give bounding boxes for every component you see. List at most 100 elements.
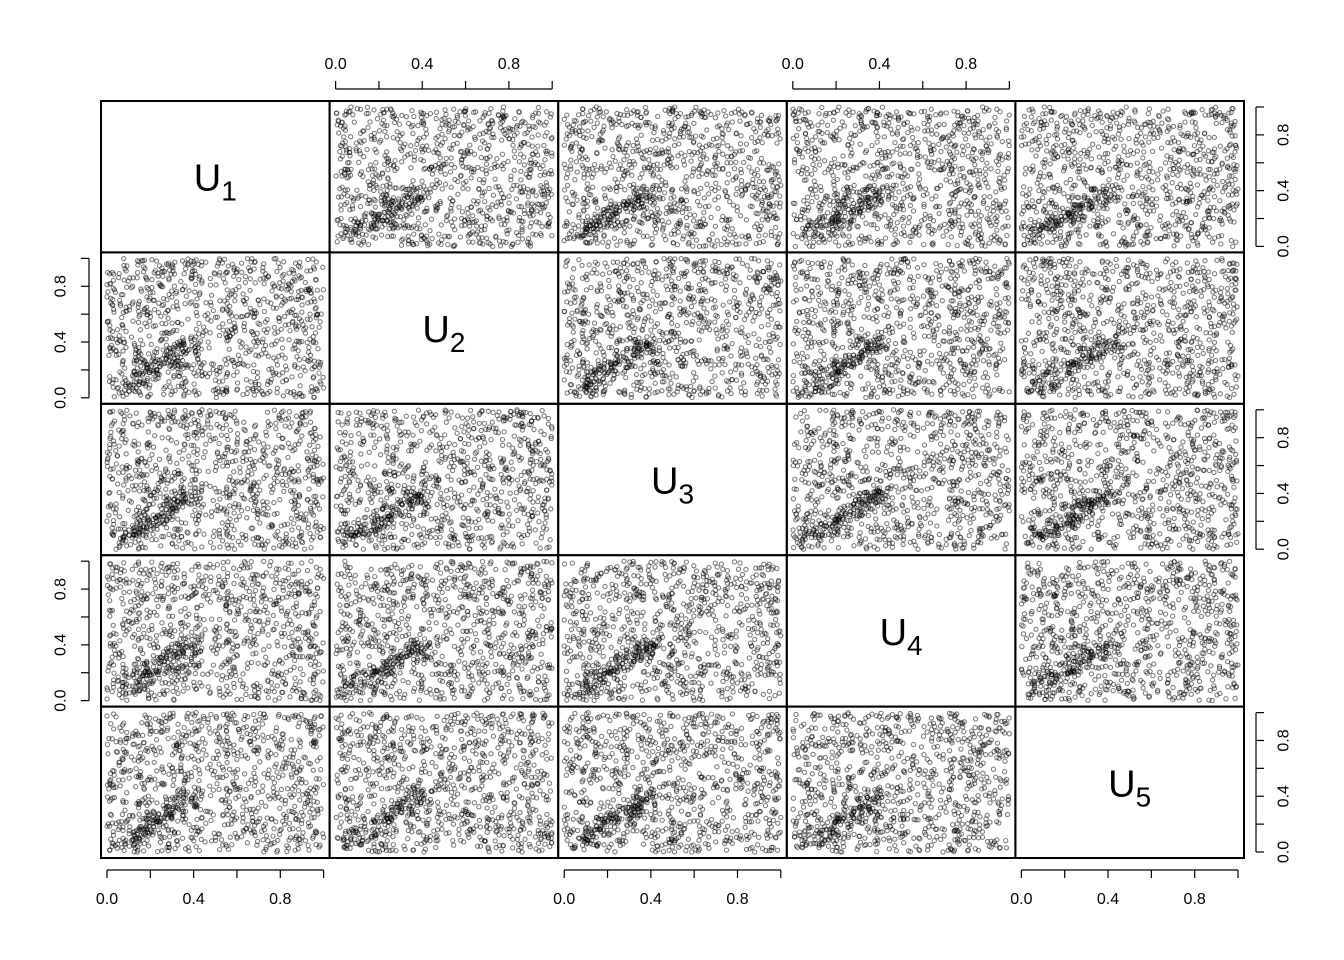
- data-point: [988, 195, 992, 199]
- data-point: [489, 107, 493, 111]
- data-point: [112, 395, 116, 399]
- data-point: [487, 186, 491, 190]
- data-point: [534, 194, 538, 198]
- data-point: [685, 223, 689, 227]
- data-point: [1042, 175, 1046, 179]
- data-point: [506, 159, 510, 163]
- data-point: [226, 264, 230, 268]
- data-point: [536, 133, 540, 137]
- data-point: [150, 258, 154, 262]
- data-point: [664, 137, 668, 141]
- data-point: [281, 380, 285, 384]
- data-point: [1081, 114, 1085, 118]
- data-point: [710, 232, 714, 236]
- data-point: [500, 152, 504, 156]
- data-point: [1218, 199, 1222, 203]
- data-point: [890, 132, 894, 136]
- data-point: [984, 172, 988, 176]
- data-point: [681, 159, 685, 163]
- data-point: [287, 271, 291, 275]
- data-point: [543, 134, 547, 138]
- data-point: [908, 143, 912, 147]
- data-point: [526, 142, 530, 146]
- data-point: [195, 297, 199, 301]
- data-point: [275, 386, 279, 390]
- data-point: [429, 217, 433, 221]
- data-point: [417, 216, 421, 220]
- data-point: [1200, 108, 1204, 112]
- data-point: [657, 175, 661, 179]
- data-point: [1231, 244, 1235, 248]
- data-point: [1037, 219, 1041, 223]
- data-point: [430, 172, 434, 176]
- data-point: [687, 207, 691, 211]
- data-point: [667, 220, 671, 224]
- data-point: [569, 158, 573, 162]
- data-point: [136, 320, 140, 324]
- data-point: [468, 143, 472, 147]
- data-point: [1039, 242, 1043, 246]
- data-point: [530, 144, 534, 148]
- data-point: [673, 117, 677, 121]
- data-point: [864, 221, 868, 225]
- data-point: [778, 232, 782, 236]
- data-point: [452, 217, 456, 221]
- data-point: [1107, 178, 1111, 182]
- data-point: [426, 148, 430, 152]
- data-point: [1066, 157, 1070, 161]
- data-point: [428, 229, 432, 233]
- data-point: [1171, 172, 1175, 176]
- data-point: [397, 122, 401, 126]
- data-point: [513, 117, 517, 121]
- data-point: [737, 242, 741, 246]
- data-point: [108, 375, 112, 379]
- data-point: [293, 261, 297, 265]
- data-point: [875, 140, 879, 144]
- data-point: [314, 260, 318, 264]
- data-point: [339, 195, 343, 199]
- data-point: [1030, 199, 1034, 203]
- data-point: [1160, 146, 1164, 150]
- data-point: [610, 148, 614, 152]
- data-point: [141, 343, 145, 347]
- data-point: [966, 155, 970, 159]
- data-point: [289, 290, 293, 294]
- data-point: [665, 206, 669, 210]
- data-point: [416, 221, 420, 225]
- data-point: [615, 243, 619, 247]
- data-point: [876, 134, 880, 138]
- data-point: [810, 172, 814, 176]
- data-point: [493, 177, 497, 181]
- data-point: [438, 127, 442, 131]
- data-point: [235, 370, 239, 374]
- data-point: [893, 227, 897, 231]
- data-point: [443, 108, 447, 112]
- data-point: [520, 225, 524, 229]
- data-point: [994, 190, 998, 194]
- data-point: [923, 137, 927, 141]
- data-point: [1055, 183, 1059, 187]
- data-point: [434, 117, 438, 121]
- data-point: [744, 142, 748, 146]
- data-point: [1066, 136, 1070, 140]
- data-point: [135, 366, 139, 370]
- data-point: [957, 205, 961, 209]
- data-point: [400, 113, 404, 117]
- data-point: [927, 141, 931, 145]
- data-point: [1135, 149, 1139, 153]
- data-point: [722, 109, 726, 113]
- data-point: [647, 158, 651, 162]
- data-point: [744, 242, 748, 246]
- data-point: [707, 192, 711, 196]
- data-point: [1197, 201, 1201, 205]
- data-point: [937, 158, 941, 162]
- data-point: [1154, 237, 1158, 241]
- data-point: [906, 131, 910, 135]
- data-point: [673, 137, 677, 141]
- data-point: [1022, 114, 1026, 118]
- data-point: [1195, 137, 1199, 141]
- data-point: [978, 219, 982, 223]
- data-point: [125, 392, 129, 396]
- data-point: [478, 119, 482, 123]
- data-point: [1211, 240, 1215, 244]
